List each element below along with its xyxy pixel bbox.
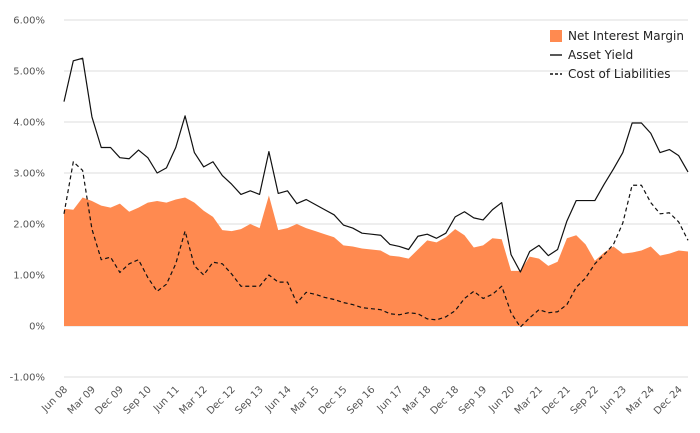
y-tick-label: 5.00% [13,67,45,78]
x-tick-label: Sep 16 [345,384,377,416]
x-tick-label: Sep 19 [457,384,489,416]
legend-swatch-net-interest-margin [550,30,562,42]
x-tick-label: Jun 23 [598,384,629,415]
series-net-interest-margin-area [64,195,688,326]
x-tick-label: Mar 12 [177,384,209,416]
legend-label: Asset Yield [568,48,633,62]
series-asset-yield-line [63,57,689,273]
x-tick-label: Mar 21 [513,384,545,416]
x-tick-label: Jun 11 [151,384,182,415]
x-tick-label: Jun 20 [486,384,517,415]
x-tick-label: Jun 08 [39,384,70,415]
x-tick-label: Jun 17 [375,384,406,415]
x-tick-label: Mar 15 [289,384,321,416]
legend-label: Net Interest Margin [568,29,684,43]
y-tick-label: 1.00% [13,271,45,282]
x-tick-label: Dec 21 [540,384,573,417]
x-tick-label: Mar 18 [401,384,433,416]
series-cost-of-liabilities-line [63,161,689,328]
x-tick-label: Mar 09 [66,384,98,416]
y-tick-label: 3.00% [13,169,45,180]
x-tick-label: Dec 24 [652,384,685,417]
x-tick-label: Mar 24 [624,384,656,416]
legend-label: Cost of Liabilities [568,67,671,81]
x-tick-label: Sep 13 [233,384,265,416]
x-tick-label: Dec 12 [205,384,238,417]
y-tick-label: 0% [29,322,45,333]
x-tick-label: Sep 22 [569,384,601,416]
y-tick-label: 6.00% [13,16,45,27]
x-tick-label: Sep 10 [122,384,154,416]
x-tick-label: Dec 18 [429,384,462,417]
x-tick-label: Dec 09 [93,384,126,417]
y-tick-label: 4.00% [13,118,45,129]
legend: Net Interest Margin Asset Yield Cost of Li… [550,29,684,81]
plot-series [63,57,689,328]
y-axis-tick-labels: -1.00% 0% 1.00% 2.00% 3.00% 4.00% 5.00% 6.00% [10,16,45,384]
y-tick-label: -1.00% [10,373,45,384]
x-tick-label: Jun 14 [263,384,294,415]
x-tick-label: Dec 15 [317,384,350,417]
y-tick-label: 2.00% [13,220,45,231]
